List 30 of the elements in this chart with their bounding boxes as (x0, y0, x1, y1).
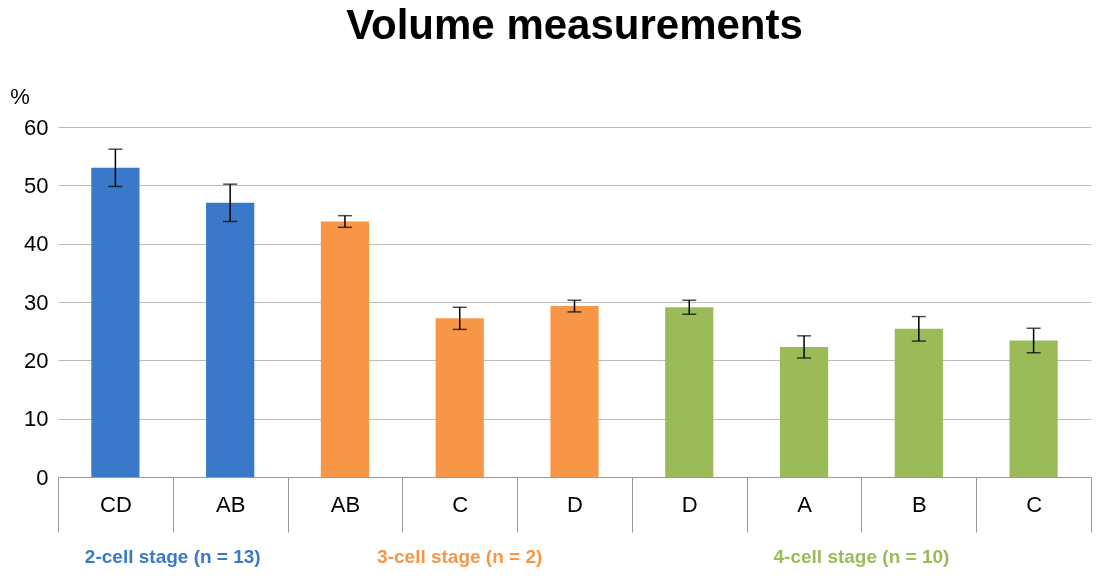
x-tick-label: CD (100, 491, 132, 517)
y-axis-title: % (10, 84, 30, 109)
text: 4-cell stage (n = 10) (773, 546, 950, 567)
bar (435, 318, 484, 477)
x-tick-label: C (452, 491, 469, 517)
x-tick-label: D (567, 491, 583, 517)
x-tick-label: B (911, 491, 927, 517)
y-tick-label: 40 (24, 231, 49, 257)
x-tick-label: A (797, 491, 813, 517)
bar (1009, 340, 1058, 477)
y-tick-label: 20 (24, 347, 49, 373)
text: 3-cell stage (n = 2) (377, 546, 543, 567)
x-tick-label: D (681, 491, 698, 517)
x-tick-label: C (1026, 491, 1043, 517)
y-tick-label: 60 (24, 114, 49, 140)
bar (320, 221, 370, 477)
y-tick-label: 10 (24, 406, 49, 432)
y-tick-label: 0 (36, 464, 49, 490)
chart-title: Volume measurements (346, 1, 803, 48)
x-tick-label: AB (215, 491, 246, 517)
bar (550, 306, 599, 477)
text: 2-cell stage (n = 13) (84, 546, 261, 567)
y-tick-label: 30 (24, 289, 49, 315)
bar (894, 328, 943, 477)
bar (665, 307, 714, 477)
bar (779, 346, 829, 477)
y-tick-label: 50 (24, 172, 49, 198)
bar (91, 167, 140, 477)
bar (206, 202, 255, 477)
x-tick-label: AB (330, 491, 361, 517)
